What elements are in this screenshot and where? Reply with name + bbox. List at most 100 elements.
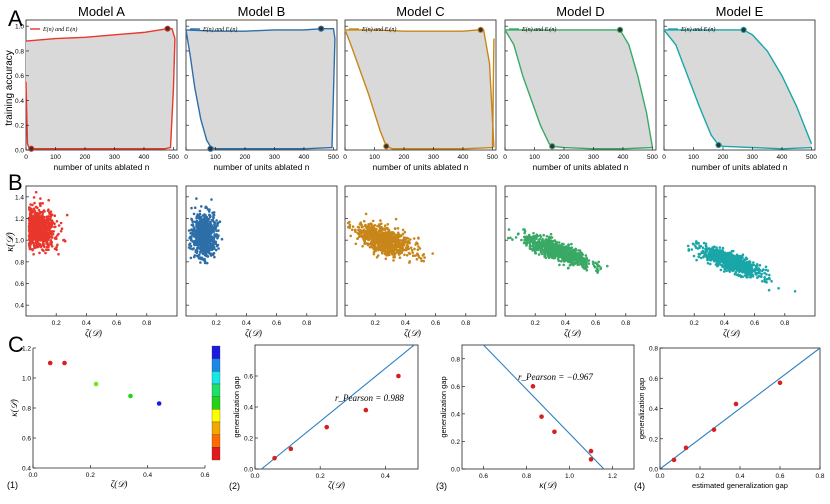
scatter-point — [403, 240, 406, 243]
scatter-point — [403, 230, 407, 234]
scatter-point — [30, 238, 33, 242]
scatter-point — [34, 190, 38, 194]
scatter-point — [62, 238, 65, 242]
scatter-point — [208, 241, 212, 245]
scatter-point — [43, 218, 47, 222]
scatter-point — [585, 268, 589, 272]
scatter-point — [206, 224, 210, 227]
scatter-point — [387, 246, 391, 249]
x-axis-label: estimated generalization gap — [692, 481, 788, 490]
scatter-point — [540, 252, 544, 256]
scatter-point — [544, 238, 548, 241]
scatter-point — [696, 247, 700, 250]
scatter-point — [708, 252, 712, 255]
scatter-point — [514, 236, 518, 239]
marker-point — [207, 145, 214, 152]
plot-frame — [663, 185, 816, 317]
x-axis-label: ζ(𝒟) — [404, 328, 421, 338]
scatter-point — [743, 274, 747, 277]
scatter-point — [528, 243, 532, 247]
scatter-point — [191, 247, 194, 251]
scatter-point — [366, 242, 370, 245]
scatter-point — [383, 244, 387, 248]
scatter-point — [534, 245, 538, 248]
x-tick-label: 0.8 — [780, 320, 789, 327]
scatter-point — [382, 235, 386, 238]
data-point — [62, 360, 67, 366]
scatter-point — [398, 252, 401, 256]
data-point — [324, 424, 330, 430]
scatter-point — [572, 263, 575, 267]
scatter-point — [755, 272, 758, 276]
scatter-point — [374, 242, 377, 245]
scatter-point — [416, 248, 420, 251]
scatter-point — [198, 216, 201, 220]
x-tick-label: 200 — [80, 154, 91, 161]
scatter-point — [205, 261, 209, 265]
scatter-point — [383, 238, 386, 241]
scatter-point — [697, 252, 701, 256]
legend-label: E(n) and Eₗ(n) — [42, 26, 77, 33]
scatter-point — [706, 257, 709, 261]
scatter-point — [528, 247, 532, 250]
series-line-lower — [663, 29, 812, 150]
scatter-point — [544, 256, 548, 260]
scatter-point — [188, 243, 191, 246]
scatter-point — [393, 227, 397, 230]
scatter-point — [29, 228, 33, 231]
scatter-point — [35, 215, 38, 218]
scatter-point — [52, 230, 56, 233]
scatter-point — [763, 276, 766, 279]
x-tick-label: 0 — [662, 154, 666, 161]
scatter-point — [730, 262, 734, 265]
scatter-point — [398, 256, 402, 260]
scatter-point — [538, 234, 542, 237]
scatter-point — [29, 232, 32, 235]
scatter-point — [741, 265, 744, 268]
scatter-point — [28, 213, 32, 217]
scatter-point — [28, 246, 32, 250]
scatter-point — [717, 250, 721, 254]
scatter-point — [202, 236, 205, 240]
scatter-point — [203, 224, 206, 227]
scatter-point — [46, 245, 49, 248]
scatter-point — [413, 247, 416, 251]
x-axis-label: κ(𝒟) — [539, 480, 557, 490]
scatter-point — [415, 258, 419, 261]
scatter-point — [50, 219, 54, 222]
pearson-annotation: r_Pearson = 0.988 — [335, 393, 404, 403]
scatter-point — [556, 244, 559, 248]
scatter-point — [531, 243, 535, 246]
scatter-point — [389, 233, 392, 236]
scatter-point — [376, 254, 380, 257]
row-b-ylabel: κ(𝒟) — [5, 232, 16, 252]
marker-point — [28, 145, 35, 152]
scatter-point — [727, 269, 731, 272]
legend-label: E(n) and Eₗ(n) — [680, 26, 715, 33]
scatter-point — [205, 239, 209, 242]
scatter-point — [384, 235, 388, 238]
scatter-point — [192, 212, 196, 216]
scatter-point — [205, 228, 208, 231]
scatter-point — [209, 215, 212, 218]
data-point — [272, 455, 277, 461]
scatter-point — [711, 247, 714, 251]
scatter-point — [560, 242, 564, 246]
scatter-point — [746, 271, 749, 275]
x-tick-label: 0.0 — [28, 472, 37, 479]
scatter-point — [376, 241, 379, 244]
scatter-point — [50, 225, 53, 229]
scatter-point — [32, 253, 35, 256]
scatter-point — [42, 249, 45, 253]
scatter-point — [39, 197, 42, 200]
scatter-point — [535, 237, 538, 240]
scatter-point — [719, 255, 722, 258]
scatter-point — [374, 246, 378, 249]
scatter-point — [213, 234, 216, 237]
scatter-point — [380, 230, 383, 234]
scatter-point — [195, 225, 198, 228]
scatter-point — [32, 229, 35, 233]
scatter-point — [34, 205, 38, 209]
scatter-point — [710, 254, 713, 257]
y-tick-label: 0.6 — [15, 281, 24, 288]
